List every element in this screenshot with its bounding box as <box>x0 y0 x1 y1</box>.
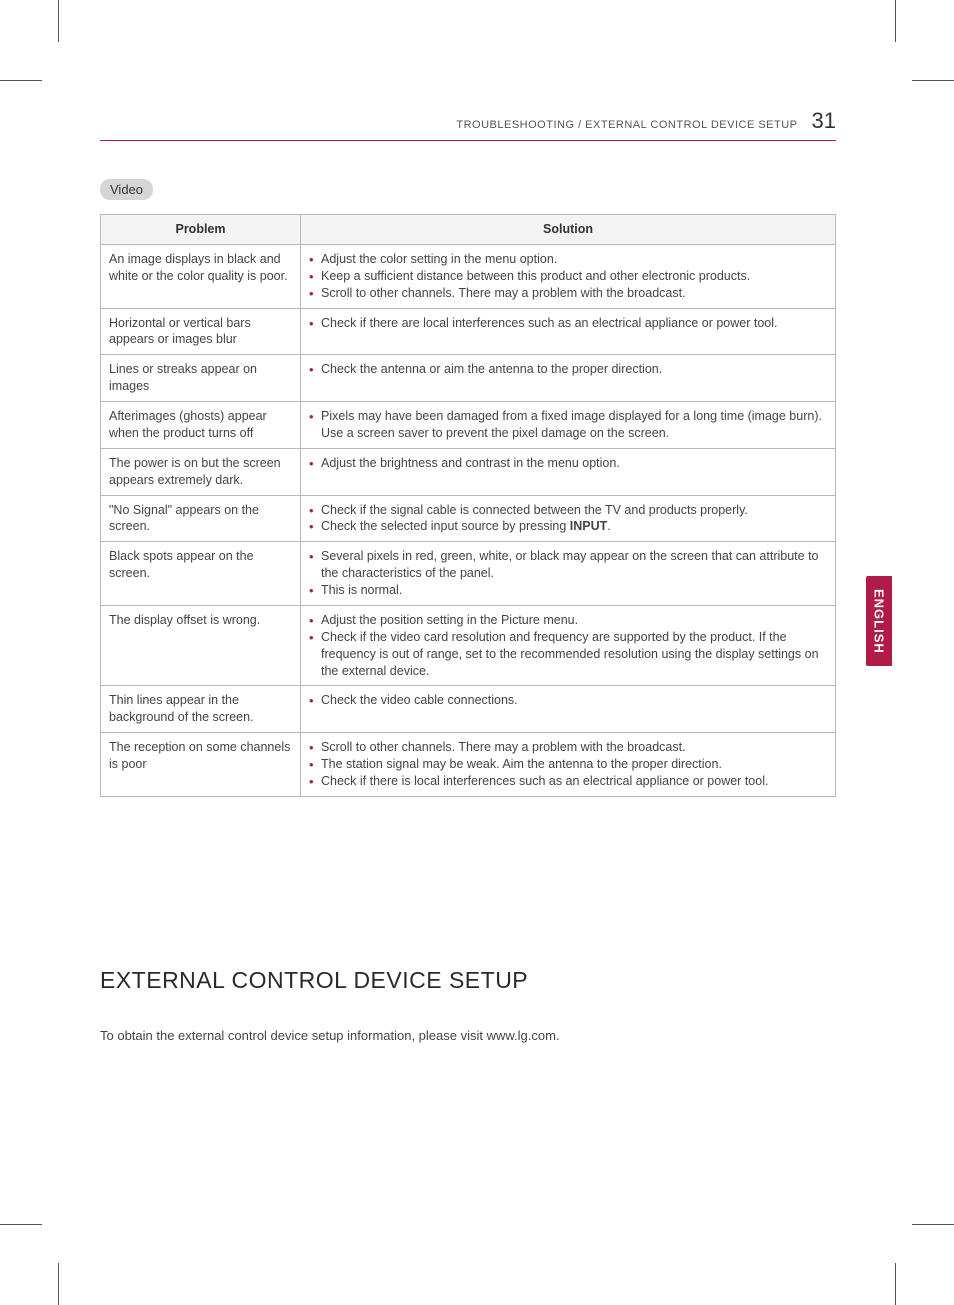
page-number: 31 <box>812 108 836 134</box>
solution-item: Scroll to other channels. There may a pr… <box>309 285 827 302</box>
table-row: Thin lines appear in the background of t… <box>101 686 836 733</box>
section-pill-video: Video <box>100 179 153 200</box>
table-body: An image displays in black and white or … <box>101 244 836 796</box>
problem-cell: The display offset is wrong. <box>101 605 301 686</box>
solution-cell: Adjust the brightness and contrast in th… <box>301 448 836 495</box>
table-row: Black spots appear on the screen.Several… <box>101 542 836 606</box>
problem-cell: "No Signal" appears on the screen. <box>101 495 301 542</box>
solution-cell: Adjust the color setting in the menu opt… <box>301 244 836 308</box>
solution-item: Check the antenna or aim the antenna to … <box>309 361 827 378</box>
solution-item: Check the selected input source by press… <box>309 518 827 535</box>
problem-cell: Lines or streaks appear on images <box>101 355 301 402</box>
solution-item: Check if the video card resolution and f… <box>309 629 827 680</box>
table-row: The reception on some channels is poor Sc… <box>101 733 836 797</box>
solution-cell: Scroll to other channels. There may a pr… <box>301 733 836 797</box>
table-row: An image displays in black and white or … <box>101 244 836 308</box>
solution-cell: Several pixels in red, green, white, or … <box>301 542 836 606</box>
page-content: TROUBLESHOOTING / EXTERNAL CONTROL DEVIC… <box>100 108 836 1043</box>
solution-cell: Check the video cable connections. <box>301 686 836 733</box>
solution-cell: Check if the signal cable is connected b… <box>301 495 836 542</box>
problem-cell: Black spots appear on the screen. <box>101 542 301 606</box>
solution-item: Several pixels in red, green, white, or … <box>309 548 827 582</box>
table-row: The display offset is wrong. Adjust the p… <box>101 605 836 686</box>
table-row: Afterimages (ghosts) appear when the pro… <box>101 402 836 449</box>
header-category: TROUBLESHOOTING / EXTERNAL CONTROL DEVIC… <box>456 119 797 131</box>
problem-cell: An image displays in black and white or … <box>101 244 301 308</box>
solution-cell: Adjust the position setting in the Pictu… <box>301 605 836 686</box>
section-body-external: To obtain the external control device se… <box>100 1028 836 1043</box>
table-row: Lines or streaks appear on images Check t… <box>101 355 836 402</box>
solution-item: Adjust the position setting in the Pictu… <box>309 612 827 629</box>
solution-item: The station signal may be weak. Aim the … <box>309 756 827 773</box>
solution-item: Scroll to other channels. There may a pr… <box>309 739 827 756</box>
solution-cell: Check the antenna or aim the antenna to … <box>301 355 836 402</box>
problem-cell: Horizontal or vertical bars appears or i… <box>101 308 301 355</box>
table-row: The power is on but the screen appears e… <box>101 448 836 495</box>
table-row: Horizontal or vertical bars appears or i… <box>101 308 836 355</box>
page-header: TROUBLESHOOTING / EXTERNAL CONTROL DEVIC… <box>100 108 836 141</box>
solution-item: Adjust the color setting in the menu opt… <box>309 251 827 268</box>
solution-item: Check if there are local interferences s… <box>309 315 827 332</box>
solution-item: Check if the signal cable is connected b… <box>309 502 827 519</box>
col-header-solution: Solution <box>301 215 836 245</box>
solution-cell: Check if there are local interferences s… <box>301 308 836 355</box>
language-tab: ENGLISH <box>866 576 892 666</box>
problem-cell: The power is on but the screen appears e… <box>101 448 301 495</box>
problem-cell: Thin lines appear in the background of t… <box>101 686 301 733</box>
section-title-external: EXTERNAL CONTROL DEVICE SETUP <box>100 967 836 994</box>
problem-cell: Afterimages (ghosts) appear when the pro… <box>101 402 301 449</box>
col-header-problem: Problem <box>101 215 301 245</box>
solution-item: Pixels may have been damaged from a fixe… <box>309 408 827 442</box>
troubleshooting-table: Problem Solution An image displays in bl… <box>100 214 836 797</box>
table-row: "No Signal" appears on the screen. Check … <box>101 495 836 542</box>
solution-item: Check the video cable connections. <box>309 692 827 709</box>
solution-item: This is normal. <box>309 582 827 599</box>
solution-item: Check if there is local interferences su… <box>309 773 827 790</box>
solution-cell: Pixels may have been damaged from a fixe… <box>301 402 836 449</box>
problem-cell: The reception on some channels is poor <box>101 733 301 797</box>
solution-item: Adjust the brightness and contrast in th… <box>309 455 827 472</box>
solution-item: Keep a sufficient distance between this … <box>309 268 827 285</box>
